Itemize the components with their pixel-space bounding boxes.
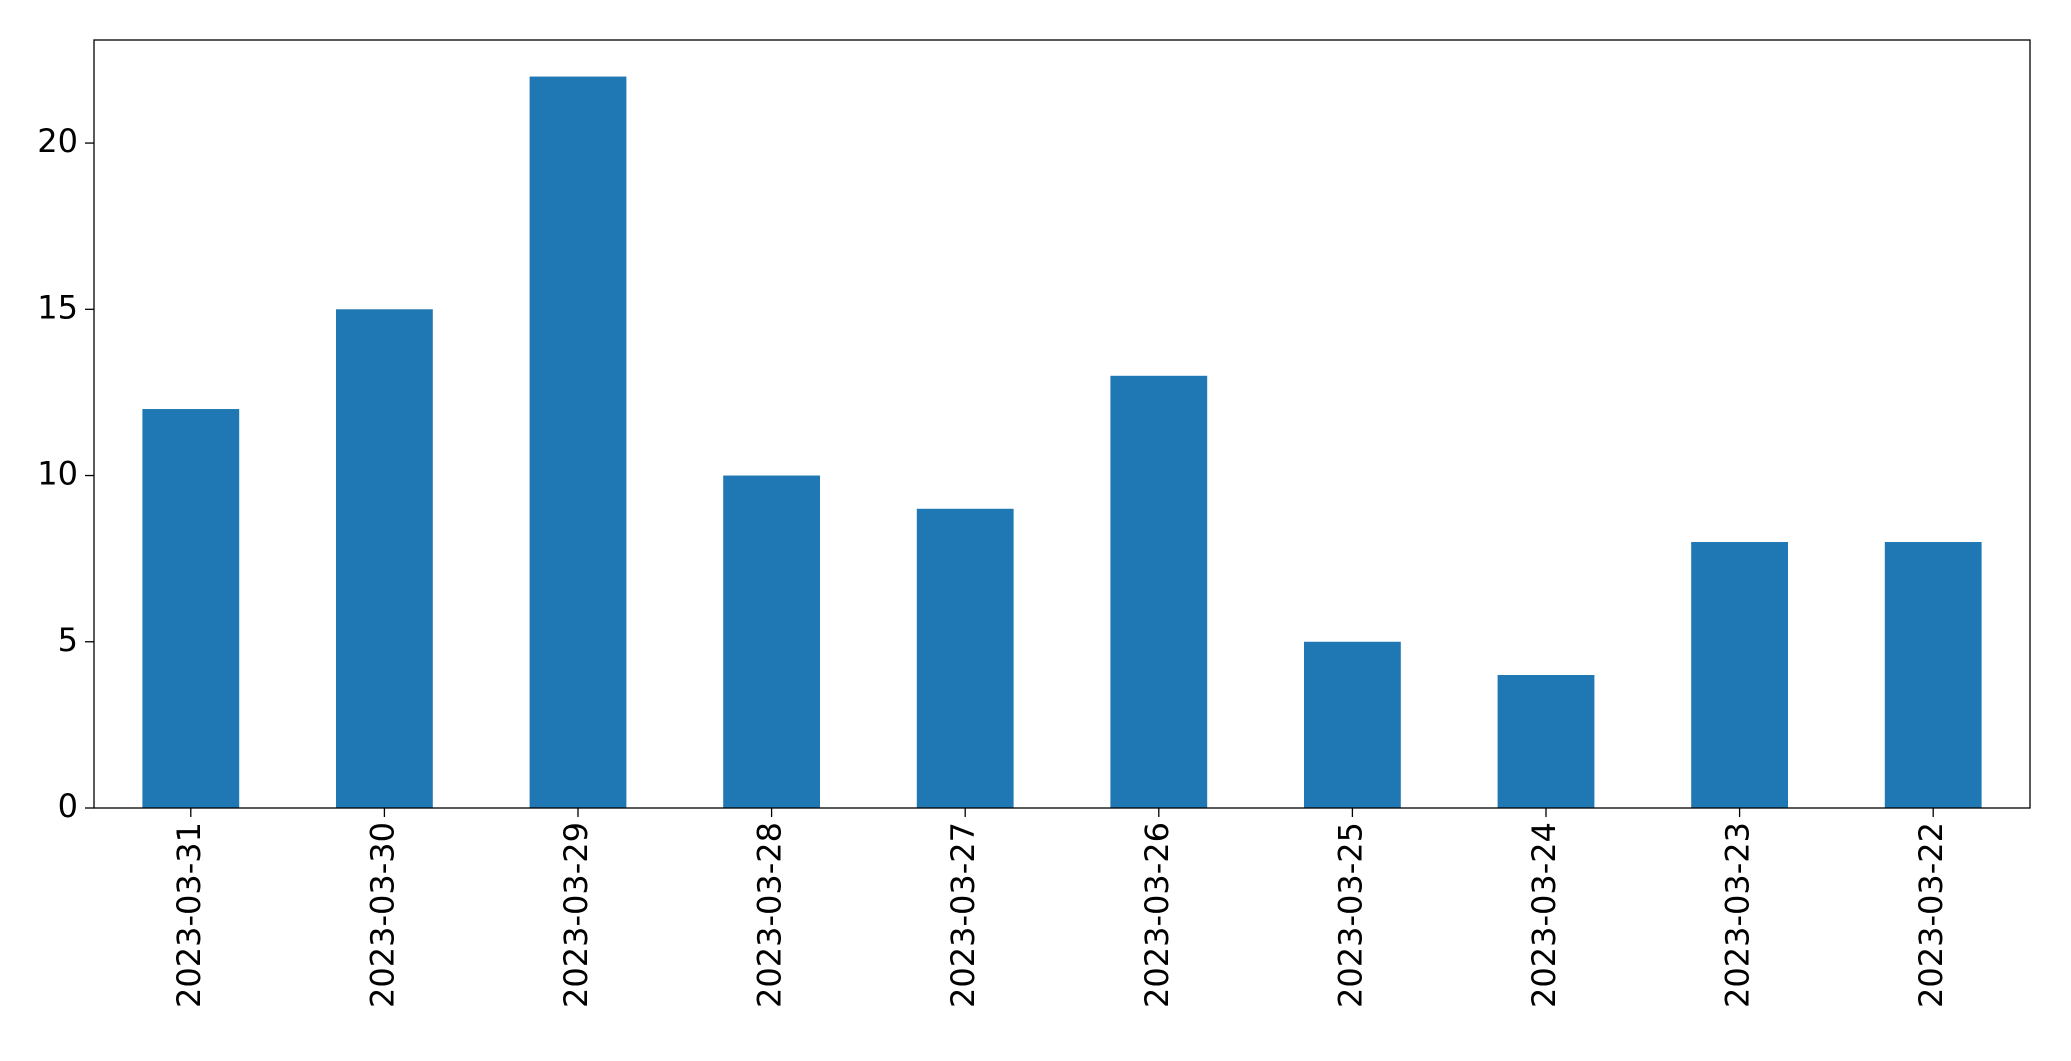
bar — [1110, 375, 1208, 808]
y-tick-label: 20 — [37, 122, 78, 160]
bar — [1497, 675, 1595, 808]
x-tick-label: 2023-03-22 — [1912, 822, 1950, 1008]
x-tick-label: 2023-03-25 — [1331, 822, 1369, 1008]
bar — [1884, 542, 1982, 808]
x-tick-label: 2023-03-27 — [944, 822, 982, 1008]
bar — [916, 508, 1014, 808]
x-tick-label: 2023-03-30 — [363, 822, 401, 1008]
bar — [1691, 542, 1788, 808]
bar — [723, 475, 820, 808]
x-tick-label: 2023-03-26 — [1138, 822, 1176, 1008]
bar — [336, 309, 433, 808]
y-tick-label: 5 — [58, 621, 78, 659]
bar — [142, 409, 240, 808]
plot-frame — [93, 39, 2031, 809]
y-tick-label: 0 — [58, 787, 78, 825]
bar — [1304, 641, 1401, 808]
x-tick-label: 2023-03-28 — [751, 822, 789, 1008]
x-tick-label: 2023-03-23 — [1719, 822, 1757, 1008]
x-tick-label: 2023-03-24 — [1525, 822, 1563, 1008]
y-tick-label: 15 — [37, 288, 78, 326]
y-tick-label: 10 — [37, 455, 78, 493]
x-tick-label: 2023-03-29 — [557, 822, 595, 1008]
x-tick-label: 2023-03-31 — [170, 822, 208, 1008]
bar — [529, 76, 627, 809]
